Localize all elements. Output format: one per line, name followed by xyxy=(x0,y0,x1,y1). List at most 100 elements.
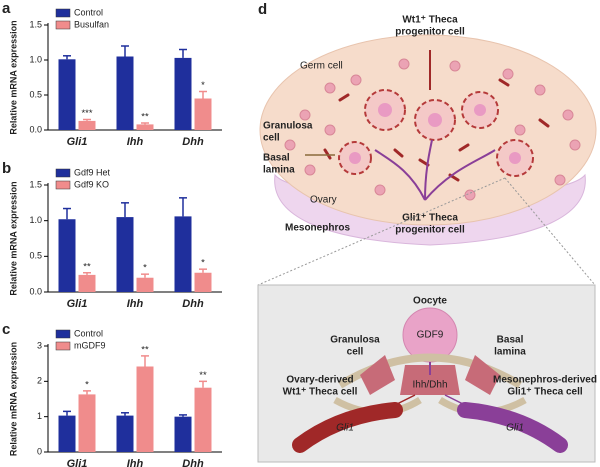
significance-label: * xyxy=(85,379,89,390)
y-tick-label: 1 xyxy=(37,411,42,421)
label: Basal xyxy=(497,335,524,346)
y-tick-label: 1.0 xyxy=(29,54,42,64)
arrow xyxy=(444,394,476,411)
bar xyxy=(116,56,134,130)
label: Gli1⁺ Theca xyxy=(402,213,458,224)
label: Gli1 xyxy=(336,423,354,434)
bar xyxy=(174,416,192,452)
y-tick-label: 0.5 xyxy=(29,251,42,261)
legend-label: Control xyxy=(74,7,103,17)
bar xyxy=(116,217,134,292)
panel-label: c xyxy=(2,321,10,338)
basal-lamina xyxy=(337,353,523,389)
theca-cell xyxy=(457,402,568,453)
label: Wt1⁺ Theca cell xyxy=(283,387,358,398)
legend-label: Control xyxy=(74,328,103,338)
significance-label: * xyxy=(201,258,205,269)
bar xyxy=(58,219,76,292)
y-tick-label: 0.0 xyxy=(29,124,42,134)
label: lamina xyxy=(263,165,295,176)
y-axis-label: Relative mRNA expression xyxy=(8,181,18,295)
label: cell xyxy=(347,347,364,358)
x-tick-label: Gli1 xyxy=(67,458,88,467)
legend-swatch xyxy=(55,329,71,339)
label: Ihh/Dhh xyxy=(412,380,447,391)
x-tick-label: Dhh xyxy=(182,458,204,467)
label: Gli1 xyxy=(506,423,524,434)
bar xyxy=(58,415,76,452)
x-tick-label: Ihh xyxy=(127,136,144,148)
bar xyxy=(78,274,96,292)
label: progenitor cell xyxy=(395,225,465,236)
theca-cell xyxy=(292,402,403,453)
significance-label: *** xyxy=(81,108,92,119)
legend-swatch xyxy=(55,341,71,351)
significance-label: ** xyxy=(141,344,149,355)
label: Granulosa xyxy=(330,335,380,346)
label: Oocyte xyxy=(413,296,447,307)
significance-label: ** xyxy=(83,261,91,272)
y-tick-label: 0 xyxy=(37,446,42,456)
x-tick-label: Gli1 xyxy=(67,136,88,148)
label: progenitor cell xyxy=(395,27,465,38)
significance-label: * xyxy=(201,80,205,91)
legend-label: Gdf9 KO xyxy=(74,179,109,189)
arrow xyxy=(384,394,416,411)
panel-label: d xyxy=(258,1,267,18)
bar xyxy=(58,59,76,130)
label: lamina xyxy=(494,347,526,358)
panel-label: a xyxy=(2,0,11,17)
label: Gli1⁺ Theca cell xyxy=(507,387,583,398)
y-tick-label: 1.5 xyxy=(29,179,42,189)
significance-label: * xyxy=(143,263,147,274)
bar xyxy=(116,415,134,452)
legend-label: mGDF9 xyxy=(74,340,106,350)
follicles xyxy=(338,89,534,177)
granulosa-cell xyxy=(400,365,460,395)
label: Germ cell xyxy=(300,61,343,72)
granulosa-cell xyxy=(360,355,395,395)
y-axis-label: Relative mRNA expression xyxy=(8,20,18,134)
x-tick-label: Dhh xyxy=(182,136,204,148)
legend-label: Busulfan xyxy=(74,19,109,29)
legend-swatch xyxy=(55,180,71,190)
significance-label: ** xyxy=(199,370,207,381)
label: Mesonephros xyxy=(285,223,350,234)
granulosa-cell xyxy=(465,355,500,395)
legend-label: Gdf9 Het xyxy=(74,167,111,177)
germ-cells xyxy=(284,58,581,201)
bar xyxy=(194,387,212,452)
bar xyxy=(136,366,154,452)
label: GDF9 xyxy=(417,330,444,341)
y-tick-label: 1.0 xyxy=(29,215,42,225)
panel-label: b xyxy=(2,160,11,177)
x-tick-label: Gli1 xyxy=(67,298,88,310)
bar xyxy=(78,120,96,130)
theca-cells xyxy=(323,78,550,182)
charts: a Relative mRNA expression 0.0 0.5 1.0 1.5 Gli… xyxy=(2,0,222,467)
label: Wt1⁺ Theca xyxy=(402,15,458,26)
bar xyxy=(174,57,192,130)
bar xyxy=(194,98,212,130)
bar xyxy=(136,277,154,292)
bar xyxy=(136,124,154,130)
label: Basal xyxy=(263,153,290,164)
label: Ovary xyxy=(310,195,337,206)
bar xyxy=(174,216,192,292)
legend-swatch xyxy=(55,20,71,30)
y-axis-label: Relative mRNA expression xyxy=(8,342,18,456)
label: cell xyxy=(263,133,280,144)
y-tick-label: 2 xyxy=(37,376,42,386)
legend-swatch xyxy=(55,8,71,18)
y-tick-label: 0.0 xyxy=(29,286,42,296)
zoom-line xyxy=(504,177,596,286)
legend-swatch xyxy=(55,168,71,178)
label: Ovary-derived xyxy=(286,375,353,386)
label: Granulosa xyxy=(263,121,313,132)
x-tick-label: Ihh xyxy=(127,298,144,310)
significance-label: ** xyxy=(141,112,149,123)
diagram: d Germ cell Wt1⁺ Theca prog xyxy=(257,1,597,463)
x-tick-label: Dhh xyxy=(182,298,204,310)
y-tick-label: 3 xyxy=(37,340,42,350)
